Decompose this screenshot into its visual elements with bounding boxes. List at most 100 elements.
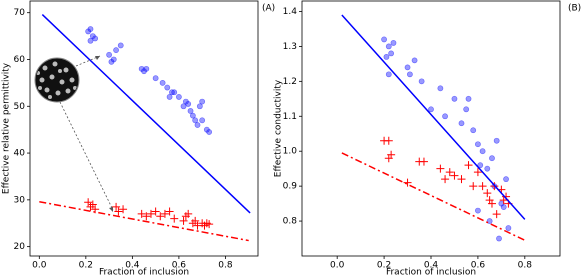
data-point [87, 26, 94, 32]
data-point [464, 161, 473, 170]
data-point [428, 106, 434, 113]
data-point [384, 136, 393, 145]
data-point [84, 198, 93, 207]
panel-label: (A) [262, 4, 275, 14]
data-point [419, 157, 428, 166]
data-point [478, 182, 487, 191]
fit-line [39, 200, 249, 242]
data-point [483, 189, 492, 198]
data-point [88, 200, 97, 209]
data-point [479, 148, 486, 155]
data-point [450, 171, 459, 180]
panel-label: (B) [568, 4, 581, 14]
data-point [114, 207, 123, 216]
data-point [458, 120, 465, 127]
data-point [117, 42, 124, 49]
data-point [385, 71, 392, 78]
data-point [184, 209, 193, 218]
x-tick-label: 0.0 [32, 261, 47, 271]
data-point [385, 43, 392, 50]
data-point [106, 51, 113, 58]
data-point [141, 68, 147, 75]
data-point [166, 94, 173, 100]
y-tick-label: 40 [14, 149, 26, 159]
data-point [171, 89, 178, 96]
y-tick-label: 0.9 [283, 182, 298, 192]
data-point [442, 113, 448, 120]
data-point [475, 141, 481, 148]
y-tick-label: 1.3 [283, 42, 297, 52]
x-tick-label: 0.8 [218, 261, 233, 271]
data-point [194, 122, 201, 128]
x-tick-label: 0.0 [330, 261, 345, 271]
data-point [484, 165, 491, 172]
data-point [470, 127, 477, 134]
inset-image [34, 55, 114, 212]
y-tick-label: 50 [14, 102, 26, 112]
data-point [390, 40, 397, 46]
data-point [486, 218, 493, 224]
data-point [113, 47, 119, 54]
data-point [388, 50, 395, 57]
x-axis-label: Fraction of inclusion [99, 268, 189, 278]
data-point [437, 85, 444, 92]
data-point [505, 225, 512, 231]
data-point [384, 154, 393, 163]
data-point [142, 212, 151, 221]
y-tick-label: 60 [14, 55, 26, 65]
data-point [156, 212, 165, 221]
data-point [87, 37, 94, 44]
data-point [445, 168, 454, 177]
y-tick-label: 0.8 [283, 217, 298, 227]
data-point [493, 137, 500, 144]
data-point [492, 210, 501, 219]
x-tick-label: 0.6 [172, 261, 187, 271]
data-point [465, 95, 472, 102]
data-point [92, 35, 99, 42]
data-point [152, 75, 159, 82]
data-point [489, 155, 495, 162]
plot-frame [301, 0, 561, 257]
data-point [159, 79, 166, 86]
data-point [199, 98, 206, 105]
x-tick-label: 0.2 [377, 261, 391, 271]
data-point [404, 64, 411, 71]
data-point [170, 214, 179, 223]
data-point [192, 117, 199, 124]
data-point [196, 103, 203, 110]
data-point [112, 202, 121, 211]
y-tick-label: 1.0 [283, 147, 298, 157]
data-point [469, 182, 478, 191]
x-axis-label: Fraction of inclusion [386, 268, 476, 278]
data-point [411, 57, 418, 64]
data-point [205, 220, 214, 229]
data-point [441, 175, 450, 184]
data-point [160, 209, 169, 218]
data-point [175, 94, 182, 100]
data-point [199, 117, 206, 124]
x-tick-label: 0.4 [125, 261, 140, 271]
data-point [137, 209, 146, 218]
data-point [185, 101, 192, 107]
data-point [108, 58, 115, 65]
data-point [475, 207, 481, 214]
y-tick-label: 1.4 [283, 7, 298, 17]
data-point [436, 164, 445, 173]
data-point [164, 84, 171, 91]
data-point [406, 71, 413, 78]
fit-line [341, 152, 526, 241]
data-point [451, 95, 458, 102]
y-tick-label: 20 [14, 242, 26, 252]
data-point [146, 209, 155, 218]
data-point [383, 53, 390, 60]
data-point [381, 36, 387, 43]
data-point [206, 129, 213, 135]
y-tick-label: 30 [14, 195, 26, 205]
x-tick-label: 0.8 [518, 261, 533, 271]
data-point [477, 162, 484, 169]
plot-frame [29, 0, 259, 257]
data-point [473, 168, 482, 177]
data-point [403, 178, 412, 187]
data-point [463, 106, 470, 113]
